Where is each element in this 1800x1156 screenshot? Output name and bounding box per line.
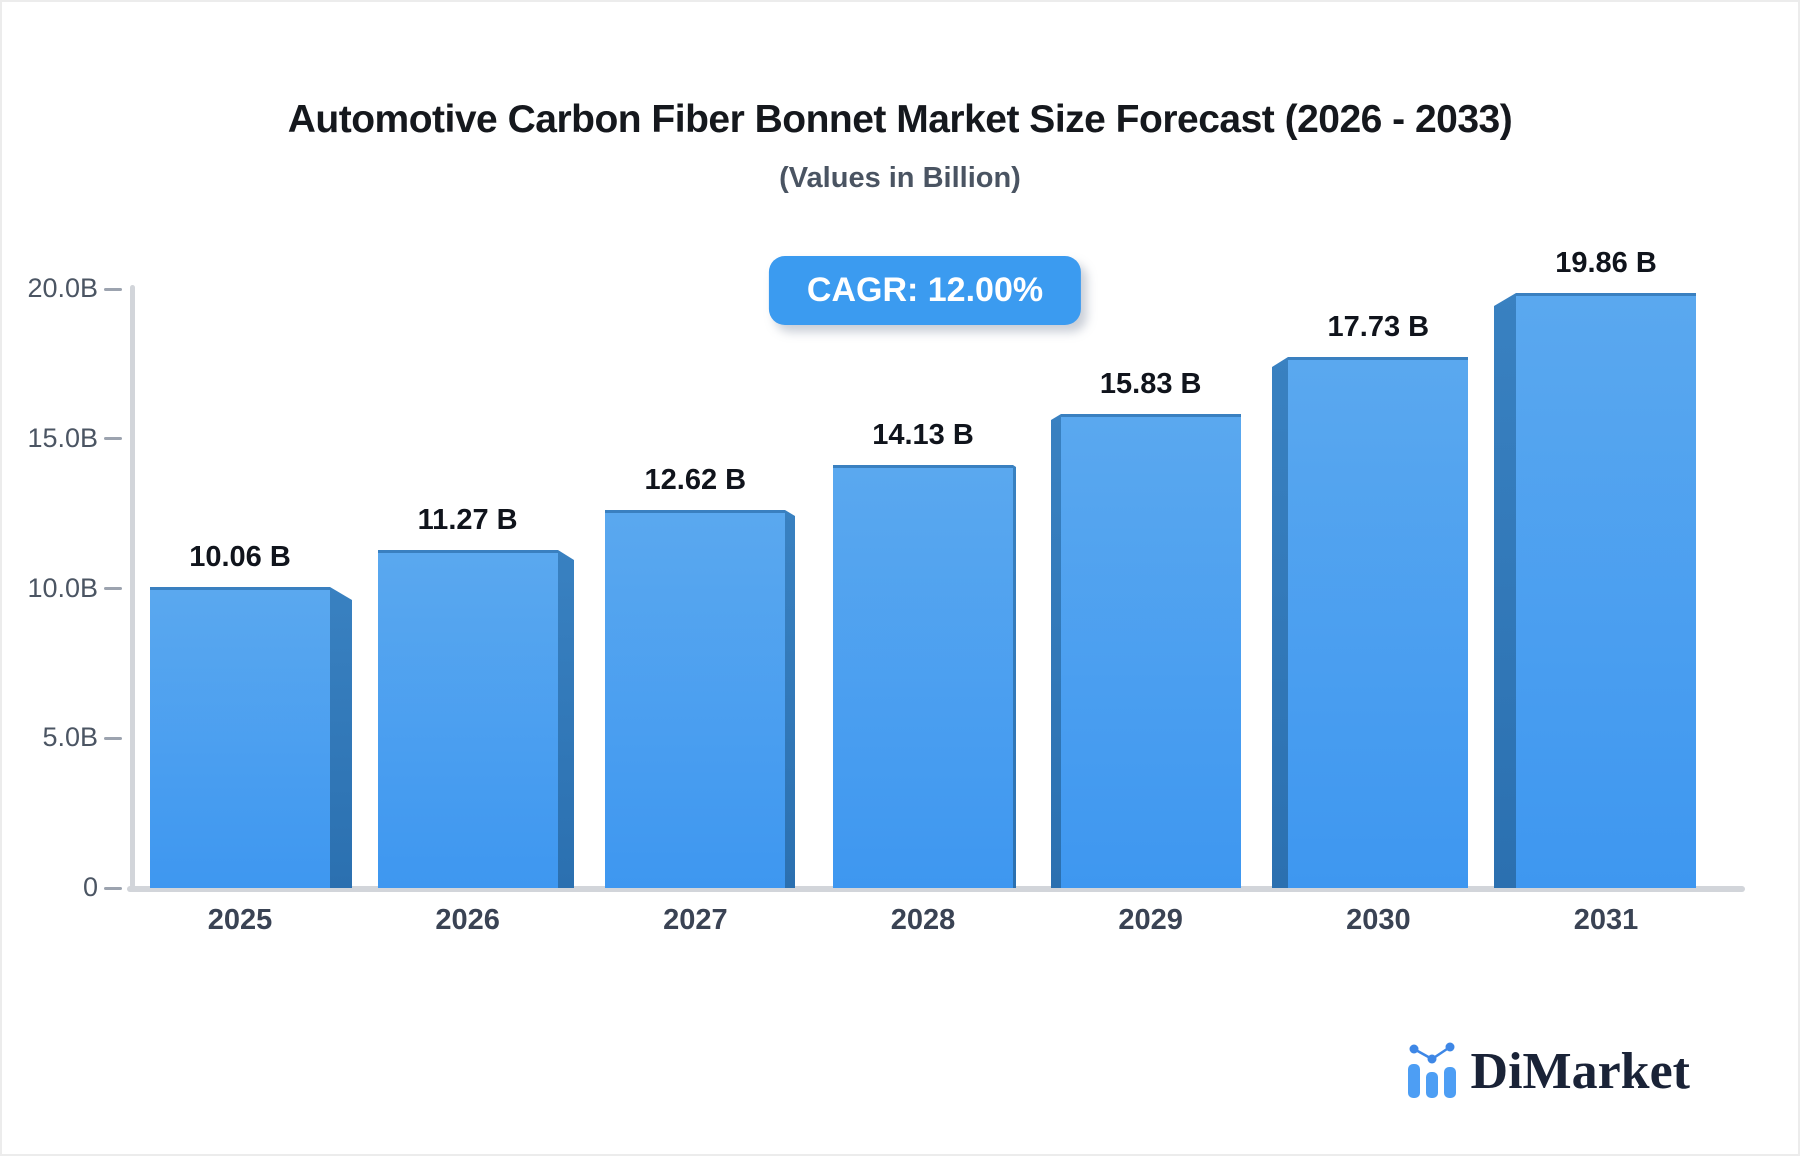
chart-subtitle: (Values in Billion) (779, 162, 1021, 194)
y-tick-dash (104, 587, 122, 590)
cagr-badge: CAGR: 12.00% (768, 256, 1082, 325)
x-axis-label: 2025 (207, 904, 273, 936)
dimarket-logo-text: DiMarket (1470, 1043, 1690, 1100)
bar-value-label: 10.06 B (189, 541, 291, 573)
x-axis-label: 2030 (1346, 904, 1411, 936)
bar-face (1061, 414, 1241, 888)
y-tick-dash (104, 437, 122, 441)
x-axis-label: 2026 (435, 904, 500, 936)
bar-face (1516, 293, 1696, 888)
bar-face (833, 465, 1013, 888)
bar-value-label: 11.27 B (417, 504, 518, 536)
bar-face (605, 510, 785, 888)
y-tick-label: 0 (82, 872, 98, 902)
x-axis-baseline (127, 886, 1745, 892)
bar-side (330, 587, 352, 888)
bar-face (378, 550, 558, 888)
x-axis-label: 2029 (1118, 904, 1183, 936)
bar-side (1272, 357, 1288, 888)
bar-side (785, 510, 795, 888)
bar-side (1013, 465, 1016, 888)
bar-value-label: 19.86 B (1555, 247, 1657, 279)
bar-value-label: 17.73 B (1327, 311, 1430, 343)
y-tick-dash (104, 886, 122, 890)
bar-side (1051, 414, 1061, 888)
y-tick-label: 10.0B (27, 572, 98, 603)
dimarket-logo: DiMarket (1407, 1042, 1690, 1098)
x-axis-label: 2027 (663, 904, 728, 936)
y-tick-label: 5.0B (42, 722, 98, 753)
y-tick-label: 20.0B (27, 273, 98, 303)
bar-value-label: 12.62 B (644, 464, 747, 496)
y-tick-dash (104, 736, 122, 740)
bar-value-label: 15.83 B (1099, 368, 1202, 400)
y-tick-label: 15.0B (27, 422, 98, 453)
x-axis-label: 2031 (1573, 904, 1639, 936)
bar-side (558, 550, 574, 888)
chart-title: Automotive Carbon Fiber Bonnet Market Si… (287, 98, 1513, 141)
dimarket-logo-icon (1407, 1042, 1456, 1098)
bar-side (1494, 293, 1516, 888)
y-axis-line (130, 285, 135, 888)
bar-value-label: 14.13 B (872, 419, 974, 451)
x-axis-label: 2028 (890, 904, 956, 936)
y-tick-dash (104, 287, 122, 291)
bar-face (150, 587, 330, 888)
bar-face (1288, 357, 1468, 888)
